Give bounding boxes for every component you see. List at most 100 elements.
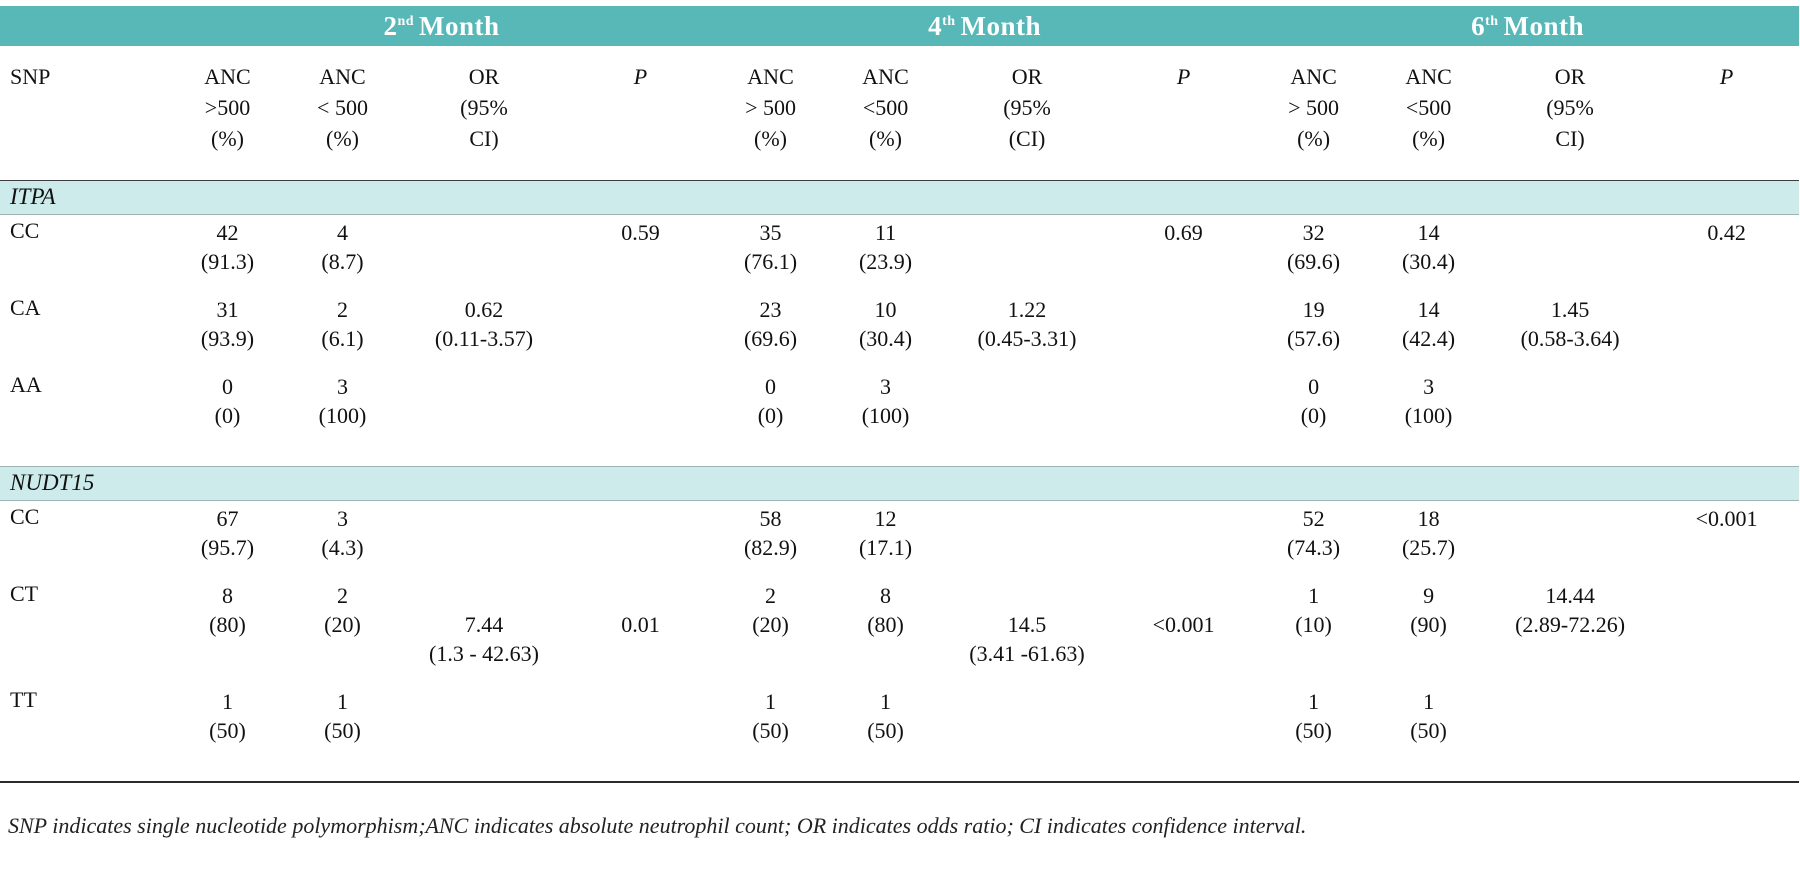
month-ordinal: nd (397, 13, 415, 29)
column-header-line: ANC (862, 64, 909, 89)
value-line: (2.89-72.26) (1515, 611, 1626, 637)
genotype-label: CT (10, 580, 39, 606)
column-header-line: (%) (869, 125, 903, 151)
value-cell (943, 684, 1111, 782)
value-cell: 8 (80) (170, 578, 285, 684)
value-line: (30.4) (1401, 248, 1456, 274)
value-cell (1111, 369, 1256, 467)
column-header-line: > 500 (745, 94, 796, 120)
column-header-line: ANC (204, 64, 251, 89)
genotype-row-aa: AA 0 (0) 3 (100) 0 (0) 3 (100) 0 (0) 3 (100) (0, 369, 1799, 467)
value-line: 32 (1302, 219, 1325, 245)
value-cell (400, 214, 568, 292)
value-cell (568, 500, 713, 578)
genotype-row-cc: CC 42 (91.3) 4 (8.7) 0.59 35 (76.1) 11 (23.9) 0.69… (0, 214, 1799, 292)
value-line: (42.4) (1401, 325, 1456, 351)
value-cell (568, 369, 713, 467)
value-line: 14 (1417, 296, 1440, 322)
column-header-line: ANC (747, 64, 794, 89)
value-line: 4 (337, 219, 348, 245)
value-cell: 7.44 (1.3 - 42.63) (400, 578, 568, 684)
value-line: (0.58-3.64) (1520, 325, 1620, 351)
value-cell: 1 (50) (170, 684, 285, 782)
value-line: 14 (1417, 219, 1440, 245)
value-line: (0) (214, 402, 241, 428)
month-header-4th: 4th Month (713, 6, 1257, 46)
month-word: Month (419, 10, 500, 41)
value-line: 0.59 (621, 219, 660, 245)
value-line: 14.44 (1545, 582, 1595, 608)
month-number: 2 (383, 10, 398, 41)
value-line: 23 (759, 296, 782, 322)
value-line: (6.1) (321, 325, 364, 351)
value-cell: 3 (100) (828, 369, 943, 467)
column-header-line: (%) (1412, 125, 1446, 151)
value-cell: <0.001 (1654, 500, 1799, 578)
column-header: ANC >500 (%) (170, 46, 285, 181)
value-cell: 1 (50) (285, 684, 400, 782)
value-line: (0) (1300, 402, 1327, 428)
value-line: 2 (765, 582, 777, 608)
value-line: 2 (337, 582, 348, 608)
results-table: 2nd Month 4th Month 6th Month SNP ANC >500 (%)… (0, 6, 1800, 783)
value-cell: 14.5 (3.41 -61.63) (943, 578, 1111, 684)
value-cell: 0.59 (568, 214, 713, 292)
value-cell: 23 (69.6) (713, 292, 828, 369)
value-line: (82.9) (743, 534, 798, 560)
value-line: 1.22 (1007, 296, 1047, 322)
value-line: (50) (752, 717, 789, 743)
value-line: 1 (1423, 688, 1435, 714)
column-header-line: CI) (1555, 125, 1585, 151)
value-line: (100) (318, 402, 367, 428)
value-cell (1486, 369, 1654, 467)
value-line (568, 581, 713, 610)
column-header-line: P (1719, 64, 1734, 89)
column-header-row: SNP ANC >500 (%) ANC < 500 (%) OR (95% CI) P ANC > 5… (0, 46, 1800, 181)
value-line: 0 (222, 373, 233, 399)
value-cell: 18 (25.7) (1371, 500, 1486, 578)
column-header-line: (%) (326, 125, 359, 151)
column-header-snp: SNP (0, 46, 170, 181)
value-cell: 3 (4.3) (285, 500, 400, 578)
value-line: 18 (1417, 505, 1440, 531)
value-cell: 0.62 (0.11-3.57) (400, 292, 568, 369)
value-cell: 4 (8.7) (285, 214, 400, 292)
column-header: ANC <500 (%) (1371, 46, 1487, 181)
value-cell (400, 684, 568, 782)
value-cell: 14.44 (2.89-72.26) (1486, 578, 1654, 684)
value-line: 1 (880, 688, 892, 714)
value-line: 1 (337, 688, 348, 714)
value-line: 0.62 (464, 296, 504, 322)
value-cell (943, 500, 1111, 578)
value-line: (100) (861, 402, 910, 428)
value-line: 67 (216, 505, 239, 531)
value-cell (1654, 578, 1799, 684)
section-row-itpa: ITPA (0, 179, 1800, 215)
value-cell: 0 (0) (170, 369, 285, 467)
value-line: (50) (1410, 717, 1447, 743)
value-line: (10) (1295, 611, 1332, 637)
value-line: 0.01 (621, 611, 660, 637)
value-cell: 42 (91.3) (170, 214, 285, 292)
value-cell: 2 (20) (285, 578, 400, 684)
column-header-line: P (1176, 64, 1191, 89)
value-cell: 2 (20) (713, 578, 828, 684)
value-cell: 67 (95.7) (170, 500, 285, 578)
column-header: OR (95% (CI) (943, 46, 1112, 181)
section-row-nudt15: NUDT15 (0, 465, 1800, 501)
value-line: (91.3) (200, 248, 255, 274)
genotype-label: TT (10, 686, 37, 712)
value-cell: 0.42 (1654, 214, 1799, 292)
value-line: (20) (752, 611, 789, 637)
value-line: 11 (874, 219, 897, 245)
value-line: 2 (337, 296, 348, 322)
column-header: ANC < 500 (%) (285, 46, 400, 181)
column-header: P (568, 46, 714, 181)
value-line: 1.45 (1550, 296, 1590, 322)
column-header: OR (95% CI) (1486, 46, 1655, 181)
genotype-label: CC (10, 217, 40, 243)
value-cell: 0.69 (1111, 214, 1256, 292)
value-cell: 1 (50) (713, 684, 828, 782)
column-header: ANC > 500 (%) (713, 46, 829, 181)
column-header-line: OR (1011, 64, 1043, 89)
